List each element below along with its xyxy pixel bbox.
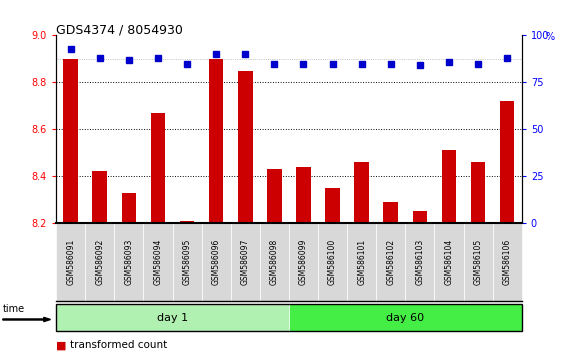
Text: GSM586094: GSM586094 — [154, 239, 163, 285]
Bar — [500, 101, 514, 223]
Bar — [355, 162, 369, 223]
Y-axis label: %: % — [545, 32, 554, 42]
Text: GSM586093: GSM586093 — [125, 239, 134, 285]
Bar — [209, 59, 223, 223]
Bar — [151, 113, 165, 223]
Text: transformed count: transformed count — [70, 340, 167, 350]
Text: GSM586097: GSM586097 — [241, 239, 250, 285]
Text: GDS4374 / 8054930: GDS4374 / 8054930 — [56, 23, 183, 36]
Bar — [122, 193, 136, 223]
Bar — [267, 169, 282, 223]
Text: day 60: day 60 — [387, 313, 424, 323]
Text: GSM586102: GSM586102 — [387, 239, 396, 285]
Text: time: time — [3, 304, 25, 314]
Text: GSM586095: GSM586095 — [182, 239, 191, 285]
Text: GSM586099: GSM586099 — [299, 239, 308, 285]
Bar — [238, 70, 252, 223]
Text: GSM586098: GSM586098 — [270, 239, 279, 285]
Text: day 1: day 1 — [157, 313, 188, 323]
Bar — [471, 162, 485, 223]
Bar — [63, 59, 78, 223]
Bar — [93, 171, 107, 223]
Bar — [180, 221, 194, 223]
Text: GSM586091: GSM586091 — [66, 239, 75, 285]
Bar — [384, 202, 398, 223]
Text: GSM586103: GSM586103 — [415, 239, 424, 285]
Bar — [296, 167, 311, 223]
Text: GSM586106: GSM586106 — [503, 239, 512, 285]
Text: GSM586105: GSM586105 — [473, 239, 482, 285]
Text: ■: ■ — [56, 340, 67, 350]
Text: GSM586096: GSM586096 — [211, 239, 220, 285]
Text: GSM586100: GSM586100 — [328, 239, 337, 285]
Text: GSM586092: GSM586092 — [95, 239, 104, 285]
Bar — [325, 188, 340, 223]
Bar — [412, 211, 427, 223]
Bar — [442, 150, 456, 223]
Text: GSM586101: GSM586101 — [357, 239, 366, 285]
Text: GSM586104: GSM586104 — [444, 239, 453, 285]
